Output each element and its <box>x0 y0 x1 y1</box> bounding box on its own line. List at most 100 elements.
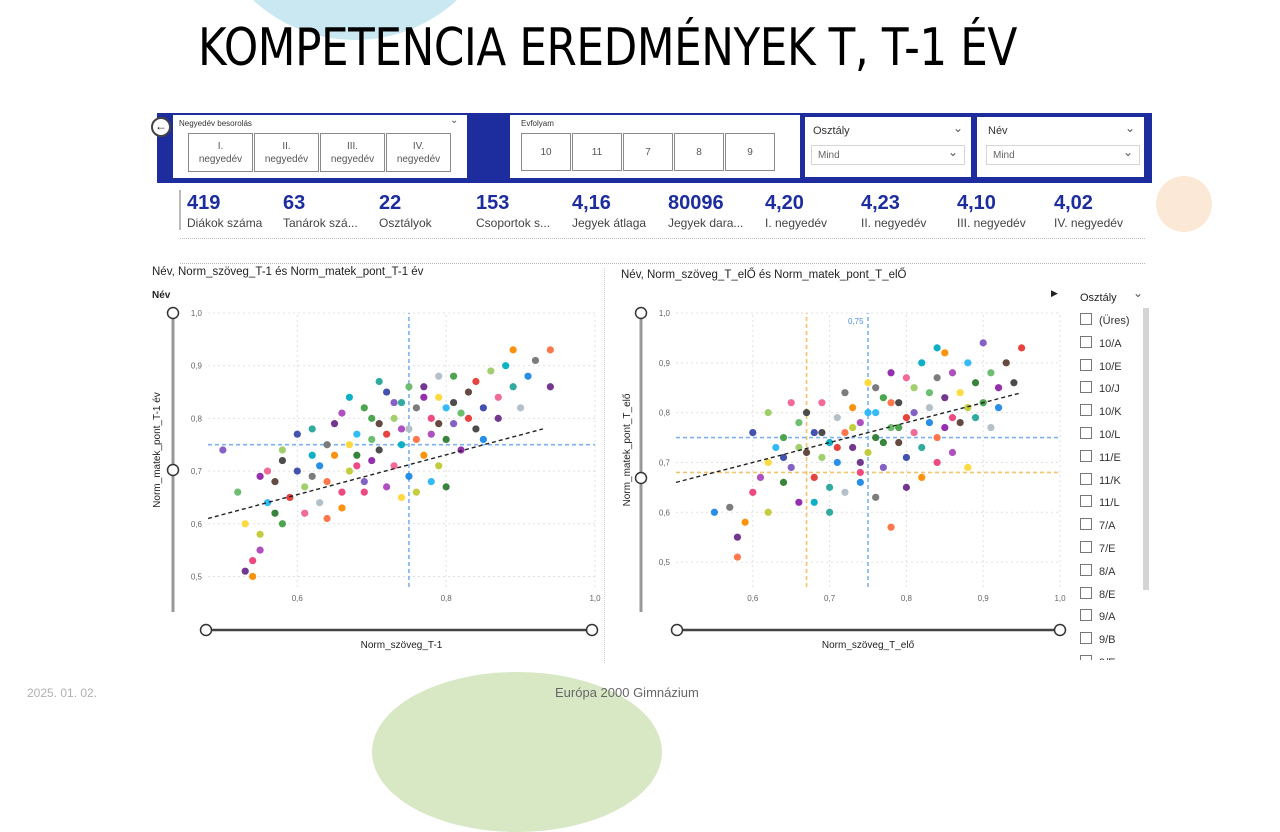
data-point[interactable] <box>442 404 450 412</box>
caret-right-icon[interactable]: ▶ <box>1051 288 1058 298</box>
data-point[interactable] <box>271 478 279 486</box>
data-point[interactable] <box>256 546 264 554</box>
data-point[interactable] <box>427 430 435 438</box>
checkbox-icon[interactable] <box>1080 358 1092 371</box>
data-point[interactable] <box>756 473 765 481</box>
data-point[interactable] <box>368 456 376 465</box>
legend-item[interactable]: 11/L <box>1080 495 1120 509</box>
data-point[interactable] <box>330 451 339 459</box>
data-point[interactable] <box>449 372 458 380</box>
legend-item[interactable]: 8/E <box>1080 586 1116 601</box>
data-point[interactable] <box>308 451 316 459</box>
y-zoom-handle-bottom[interactable] <box>166 463 180 477</box>
data-point[interactable] <box>516 404 525 412</box>
data-point[interactable] <box>856 468 864 477</box>
data-point[interactable] <box>249 572 257 581</box>
data-point[interactable] <box>323 441 331 449</box>
data-point[interactable] <box>353 430 361 438</box>
data-point[interactable] <box>375 420 383 428</box>
data-point[interactable] <box>787 399 795 407</box>
data-point[interactable] <box>994 404 1003 412</box>
data-point[interactable] <box>841 488 849 496</box>
chevron-down-icon[interactable]: ⌄ <box>953 121 964 135</box>
data-point[interactable] <box>435 420 443 428</box>
data-point[interactable] <box>925 389 934 397</box>
data-point[interactable] <box>271 509 279 517</box>
data-point[interactable] <box>368 414 376 422</box>
data-point[interactable] <box>841 428 849 437</box>
data-point[interactable] <box>802 409 811 417</box>
data-point[interactable] <box>405 425 413 433</box>
data-point[interactable] <box>442 435 450 444</box>
data-point[interactable] <box>764 409 772 417</box>
data-point[interactable] <box>887 399 895 407</box>
data-point[interactable] <box>383 483 391 491</box>
data-point[interactable] <box>1018 344 1026 352</box>
data-point[interactable] <box>764 458 772 467</box>
data-point[interactable] <box>826 438 834 447</box>
data-point[interactable] <box>879 394 887 402</box>
data-point[interactable] <box>826 508 834 516</box>
data-point[interactable] <box>879 463 887 472</box>
legend-item[interactable]: 7/E <box>1080 541 1116 555</box>
data-point[interactable] <box>338 488 346 496</box>
data-point[interactable] <box>979 339 987 347</box>
data-point[interactable] <box>933 344 941 352</box>
data-point[interactable] <box>833 414 841 422</box>
data-point[interactable] <box>925 404 934 412</box>
data-point[interactable] <box>427 478 435 486</box>
data-point[interactable] <box>397 425 406 433</box>
legend-item[interactable]: 9/E <box>1080 655 1116 660</box>
data-point[interactable] <box>856 419 864 427</box>
data-point[interactable] <box>710 508 718 516</box>
data-point[interactable] <box>818 428 826 437</box>
data-point[interactable] <box>895 399 903 407</box>
data-point[interactable] <box>509 346 517 354</box>
data-point[interactable] <box>308 472 316 480</box>
data-point[interactable] <box>764 508 772 516</box>
data-point[interactable] <box>360 404 368 412</box>
data-point[interactable] <box>502 362 510 370</box>
data-point[interactable] <box>818 453 826 462</box>
y-zoom-handle-top[interactable] <box>166 306 180 320</box>
data-point[interactable] <box>479 435 487 444</box>
data-point[interactable] <box>810 473 818 481</box>
checkbox-icon[interactable] <box>1080 655 1092 660</box>
data-point[interactable] <box>241 567 249 575</box>
data-point[interactable] <box>293 430 301 438</box>
data-point[interactable] <box>278 446 287 454</box>
data-point[interactable] <box>383 388 391 396</box>
tile-negyedev-3[interactable]: III. negyedév <box>320 133 385 172</box>
checkbox-icon[interactable] <box>1080 541 1092 553</box>
data-point[interactable] <box>826 483 834 491</box>
data-point[interactable] <box>375 377 383 386</box>
data-point[interactable] <box>345 393 354 401</box>
data-point[interactable] <box>964 359 972 367</box>
data-point[interactable] <box>353 451 361 459</box>
data-point[interactable] <box>933 374 941 382</box>
y-zoom-handle-bottom[interactable] <box>634 471 648 485</box>
data-point[interactable] <box>802 448 811 457</box>
checkbox-icon[interactable] <box>1080 381 1092 394</box>
data-point[interactable] <box>345 467 354 475</box>
data-point[interactable] <box>323 514 331 523</box>
data-point[interactable] <box>810 428 818 437</box>
data-point[interactable] <box>360 488 368 496</box>
data-point[interactable] <box>375 446 383 454</box>
data-point[interactable] <box>971 414 980 422</box>
data-point[interactable] <box>449 398 458 407</box>
data-point[interactable] <box>338 504 346 512</box>
data-point[interactable] <box>479 404 487 412</box>
data-point[interactable] <box>427 414 435 422</box>
data-point[interactable] <box>872 433 880 442</box>
data-point[interactable] <box>895 423 903 432</box>
data-point[interactable] <box>879 438 887 447</box>
data-point[interactable] <box>249 557 257 565</box>
chevron-down-icon[interactable]: ⌄ <box>450 115 459 126</box>
data-point[interactable] <box>278 456 287 465</box>
data-point[interactable] <box>918 443 926 452</box>
data-point[interactable] <box>994 384 1003 392</box>
data-point[interactable] <box>278 520 287 528</box>
data-point[interactable] <box>779 453 788 462</box>
nev-dropdown[interactable]: Mind ⌄ <box>986 145 1140 165</box>
